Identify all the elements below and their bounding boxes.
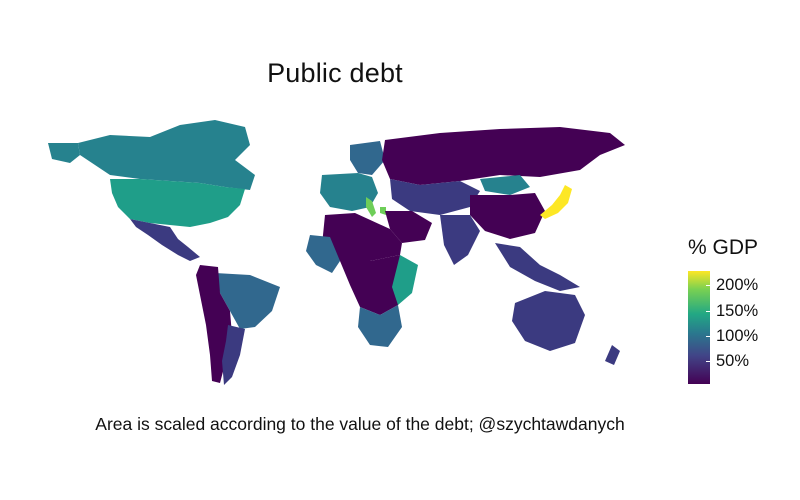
region-argentina — [222, 325, 245, 385]
region-southeast-asia — [495, 243, 580, 291]
region-greenland — [267, 120, 313, 156]
region-southern-africa — [358, 305, 402, 347]
region-canada — [78, 120, 255, 190]
region-australia — [512, 291, 585, 351]
region-east-africa — [392, 255, 418, 305]
region-india — [440, 215, 480, 265]
legend-color-bar — [688, 271, 710, 384]
region-west-africa — [306, 235, 340, 273]
region-middle-east — [385, 211, 432, 243]
map-title: Public debt — [267, 58, 403, 88]
region-usa — [110, 179, 245, 227]
legend-tick-100: 100% — [716, 327, 759, 345]
region-central-asia — [390, 179, 480, 215]
map-caption: Area is scaled according to the value of… — [95, 414, 625, 434]
region-new-zealand — [605, 345, 620, 365]
legend-tick-50: 50% — [716, 352, 750, 370]
region-alaska — [48, 143, 80, 163]
legend-tick-200: 200% — [716, 276, 759, 294]
region-north-africa — [322, 213, 402, 261]
region-japan — [540, 185, 572, 219]
region-western-europe — [320, 173, 378, 211]
world-map — [48, 120, 625, 385]
region-russia — [382, 127, 625, 185]
legend-tick-150: 150% — [716, 302, 759, 320]
region-greece — [380, 207, 386, 215]
legend-title: % GDP — [688, 236, 759, 259]
region-brazil — [215, 273, 280, 329]
region-china — [470, 193, 545, 239]
region-andes — [196, 265, 232, 383]
region-scandinavia — [350, 141, 385, 175]
region-mongolia — [480, 175, 530, 195]
region-mexico — [130, 219, 200, 261]
region-central-africa — [340, 255, 408, 315]
region-italy — [366, 197, 376, 217]
